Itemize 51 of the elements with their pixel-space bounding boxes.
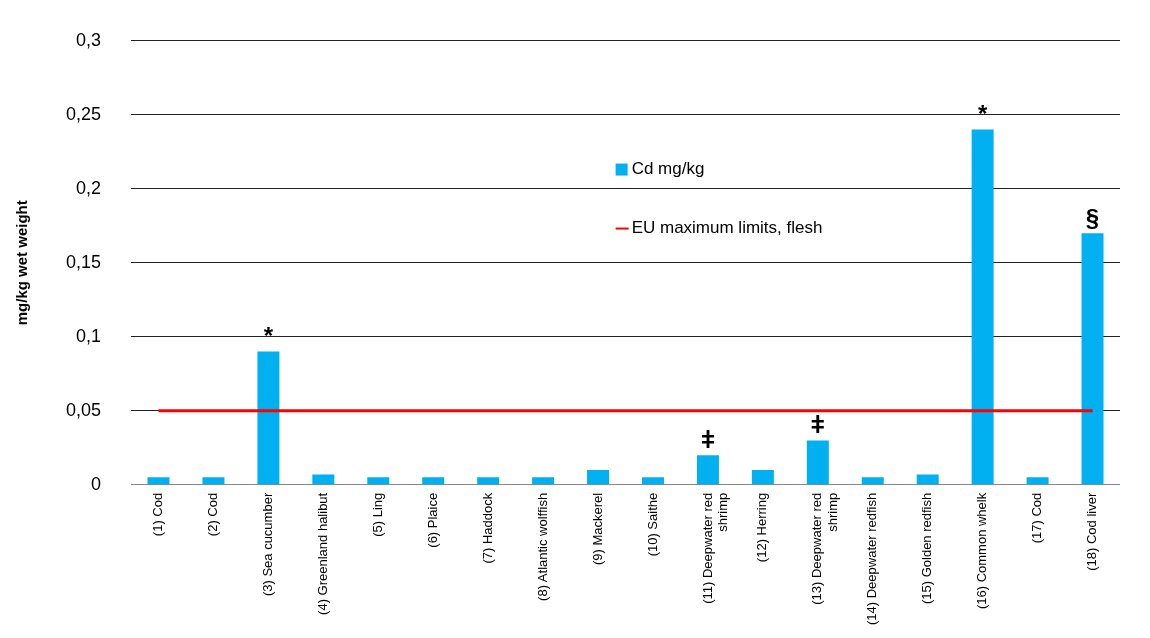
bar bbox=[257, 351, 280, 485]
x-tick-label: (2) Cod bbox=[205, 492, 221, 537]
x-tick-label: (5) Ling bbox=[369, 492, 385, 537]
bar bbox=[422, 477, 445, 485]
x-tick-label: (11) Deepwater red shrimp bbox=[699, 492, 731, 604]
y-tick-label: 0 bbox=[91, 473, 102, 494]
bar bbox=[202, 477, 225, 485]
annotation: ǂ bbox=[810, 411, 825, 438]
bar bbox=[587, 469, 610, 485]
legend-label: EU maximum limits, flesh bbox=[631, 218, 823, 238]
legend-label: Cd mg/kg bbox=[631, 159, 705, 179]
bar bbox=[696, 455, 719, 485]
y-tick-label: 0,1 bbox=[76, 325, 102, 346]
bar bbox=[1081, 233, 1104, 485]
y-axis-title: mg/kg wet weight bbox=[13, 200, 31, 326]
x-tick-label: (1) Cod bbox=[150, 492, 166, 537]
bar bbox=[861, 477, 884, 485]
bar bbox=[916, 474, 939, 485]
x-tick-label: (3) Sea cucumber bbox=[259, 492, 275, 597]
y-tick-label: 0,3 bbox=[76, 29, 102, 50]
x-tick-label: (14) Deepwater redfish bbox=[864, 492, 880, 626]
bar bbox=[806, 440, 829, 485]
bar bbox=[751, 469, 774, 485]
annotation: § bbox=[1085, 203, 1100, 231]
x-tick-label: (8) Atlantic wolffish bbox=[534, 492, 550, 601]
x-tick-label: (15) Golden redfish bbox=[919, 492, 935, 605]
bar bbox=[367, 477, 390, 485]
x-tick-label: (4) Greenland halibut bbox=[314, 492, 330, 615]
bar bbox=[147, 477, 170, 485]
bar bbox=[532, 477, 555, 485]
x-tick-label: (13) Deepwater red shrimp bbox=[809, 492, 840, 605]
x-tick-label: (12) Herring bbox=[754, 492, 770, 563]
bar bbox=[312, 474, 335, 485]
x-tick-label: (16) Common whelk bbox=[974, 492, 990, 610]
bar bbox=[477, 477, 500, 485]
bar bbox=[642, 477, 664, 485]
x-tick-label: (6) Plaice bbox=[424, 492, 440, 548]
x-tick-label: (18) Cod liver bbox=[1084, 492, 1100, 571]
y-tick-label: 0,15 bbox=[65, 251, 102, 272]
y-tick-label: 0,05 bbox=[65, 399, 102, 420]
y-tick-label: 0,2 bbox=[76, 177, 102, 198]
bar bbox=[971, 129, 994, 485]
annotation: * bbox=[977, 100, 988, 128]
x-tick-label: (10) Saithe bbox=[644, 492, 660, 557]
x-tick-label: (7) Haddock bbox=[479, 492, 495, 564]
annotation: * bbox=[263, 322, 274, 350]
x-tick-label: (17) Cod bbox=[1029, 492, 1045, 544]
annotation: ǂ bbox=[700, 425, 715, 453]
x-tick-label: (9) Mackerel bbox=[589, 492, 605, 566]
y-tick-label: 0,25 bbox=[65, 103, 102, 124]
bar bbox=[1026, 477, 1049, 485]
